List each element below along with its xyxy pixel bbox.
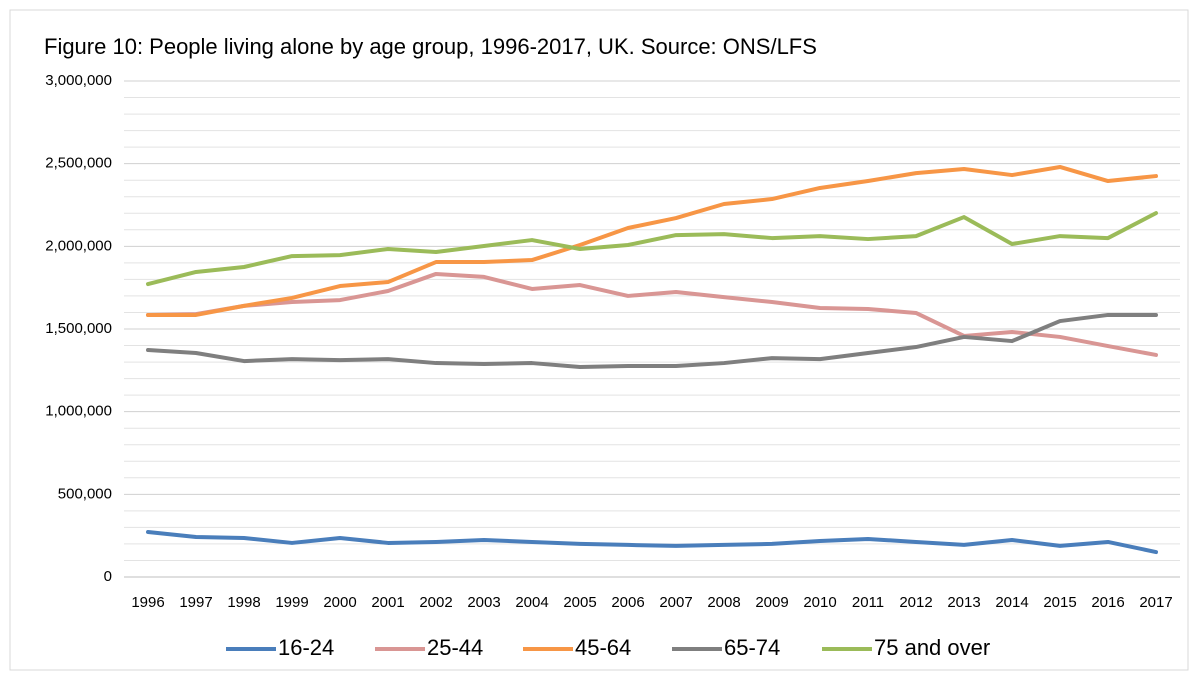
series-line (146, 312, 1158, 370)
x-tick-label: 2000 (323, 594, 356, 611)
x-tick-label: 2002 (419, 594, 452, 611)
y-tick-label: 2,000,000 (45, 237, 112, 254)
legend-label: 75 and over (874, 635, 990, 660)
legend-label: 45-64 (575, 635, 631, 660)
legend-label: 25-44 (427, 635, 483, 660)
x-tick-label: 1999 (275, 594, 308, 611)
x-tick-label: 2006 (611, 594, 644, 611)
y-tick-label: 500,000 (58, 485, 112, 502)
x-tick-label: 2009 (755, 594, 788, 611)
series-line (146, 164, 1158, 317)
x-tick-label: 2004 (515, 594, 548, 611)
y-tick-label: 2,500,000 (45, 155, 112, 172)
x-tick-label: 2008 (707, 594, 740, 611)
legend-label: 16-24 (278, 635, 334, 660)
x-tick-label: 2013 (947, 594, 980, 611)
x-tick-label: 2011 (852, 594, 884, 611)
x-tick-label: 1998 (227, 594, 260, 611)
x-tick-label: 2016 (1091, 594, 1124, 611)
legend-label: 65-74 (724, 635, 780, 660)
x-tick-label: 2015 (1043, 594, 1076, 611)
series-line (146, 271, 1158, 357)
x-tick-label: 2003 (467, 594, 500, 611)
x-tick-label: 2017 (1139, 594, 1172, 611)
chart-title: Figure 10: People living alone by age gr… (44, 34, 817, 59)
x-tick-label: 2007 (659, 594, 692, 611)
x-tick-label: 2010 (803, 594, 836, 611)
x-tick-label: 2005 (563, 594, 596, 611)
x-tick-label: 1997 (179, 594, 212, 611)
x-tick-label: 1996 (131, 594, 164, 611)
series-line (146, 211, 1158, 287)
series-line (146, 530, 1158, 555)
x-tick-label: 2014 (995, 594, 1028, 611)
y-tick-label: 1,500,000 (45, 320, 112, 337)
y-tick-label: 3,000,000 (45, 72, 112, 89)
x-tick-label: 2001 (371, 594, 404, 611)
x-tick-label: 2012 (899, 594, 932, 611)
y-tick-label: 0 (104, 568, 112, 585)
y-tick-label: 1,000,000 (45, 403, 112, 420)
